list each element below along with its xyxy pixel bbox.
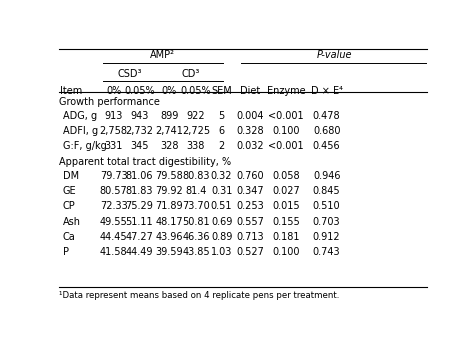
Text: 0.51: 0.51 — [211, 201, 232, 211]
Text: 75.29: 75.29 — [126, 201, 153, 211]
Text: 49.55: 49.55 — [100, 216, 128, 226]
Text: 2,725: 2,725 — [182, 126, 210, 136]
Text: Enzyme: Enzyme — [267, 85, 306, 96]
Text: 0.69: 0.69 — [211, 216, 232, 226]
Text: <0.001: <0.001 — [268, 111, 304, 121]
Text: CSD³: CSD³ — [118, 69, 142, 79]
Text: 0.845: 0.845 — [313, 186, 340, 196]
Text: 6: 6 — [219, 126, 225, 136]
Text: Ca: Ca — [63, 232, 76, 242]
Text: 2,741: 2,741 — [155, 126, 183, 136]
Text: 0.478: 0.478 — [313, 111, 340, 121]
Text: 0.527: 0.527 — [237, 247, 264, 257]
Text: 0.510: 0.510 — [313, 201, 340, 211]
Text: 0.32: 0.32 — [211, 170, 232, 180]
Text: 43.96: 43.96 — [155, 232, 183, 242]
Text: 72.33: 72.33 — [100, 201, 128, 211]
Text: 0.05%: 0.05% — [124, 85, 155, 96]
Text: 0.155: 0.155 — [273, 216, 300, 226]
Text: 81.06: 81.06 — [126, 170, 153, 180]
Text: DM: DM — [63, 170, 79, 180]
Text: 1.03: 1.03 — [211, 247, 232, 257]
Text: 0.058: 0.058 — [273, 170, 300, 180]
Text: 0.181: 0.181 — [273, 232, 300, 242]
Text: 943: 943 — [130, 111, 148, 121]
Text: 0%: 0% — [162, 85, 177, 96]
Text: 0.05%: 0.05% — [181, 85, 211, 96]
Text: P-value: P-value — [316, 50, 352, 60]
Text: 71.89: 71.89 — [155, 201, 183, 211]
Text: Ash: Ash — [63, 216, 81, 226]
Text: 43.85: 43.85 — [182, 247, 210, 257]
Text: 0.456: 0.456 — [313, 141, 340, 151]
Text: 899: 899 — [160, 111, 179, 121]
Text: 0.89: 0.89 — [211, 232, 232, 242]
Text: 51.11: 51.11 — [126, 216, 153, 226]
Text: 0.713: 0.713 — [237, 232, 264, 242]
Text: 0.557: 0.557 — [237, 216, 264, 226]
Text: 50.81: 50.81 — [182, 216, 210, 226]
Text: 44.45: 44.45 — [100, 232, 128, 242]
Text: CD³: CD³ — [182, 69, 200, 79]
Text: <0.001: <0.001 — [268, 141, 304, 151]
Text: ADG, g: ADG, g — [63, 111, 97, 121]
Text: 0.680: 0.680 — [313, 126, 340, 136]
Text: AMP²: AMP² — [150, 50, 175, 60]
Text: 48.17: 48.17 — [155, 216, 183, 226]
Text: 5: 5 — [219, 111, 225, 121]
Text: Apparent total tract digestibility, %: Apparent total tract digestibility, % — [59, 156, 231, 167]
Text: 80.83: 80.83 — [182, 170, 210, 180]
Text: Item: Item — [60, 85, 82, 96]
Text: 0.100: 0.100 — [273, 247, 300, 257]
Text: 79.73: 79.73 — [100, 170, 128, 180]
Text: Diet: Diet — [240, 85, 260, 96]
Text: 44.49: 44.49 — [126, 247, 153, 257]
Text: 73.70: 73.70 — [182, 201, 210, 211]
Text: 79.92: 79.92 — [155, 186, 183, 196]
Text: 922: 922 — [187, 111, 205, 121]
Text: 0.760: 0.760 — [237, 170, 264, 180]
Text: 331: 331 — [104, 141, 123, 151]
Text: 0.743: 0.743 — [313, 247, 340, 257]
Text: ADFI, g: ADFI, g — [63, 126, 98, 136]
Text: 81.4: 81.4 — [185, 186, 207, 196]
Text: 0.703: 0.703 — [313, 216, 340, 226]
Text: 46.36: 46.36 — [182, 232, 210, 242]
Text: 0.347: 0.347 — [237, 186, 264, 196]
Text: 0.032: 0.032 — [237, 141, 264, 151]
Text: 2,732: 2,732 — [125, 126, 153, 136]
Text: 81.83: 81.83 — [126, 186, 153, 196]
Text: 41.58: 41.58 — [100, 247, 128, 257]
Text: 39.59: 39.59 — [155, 247, 183, 257]
Text: Growth performance: Growth performance — [59, 97, 160, 107]
Text: 2,758: 2,758 — [100, 126, 128, 136]
Text: 345: 345 — [130, 141, 148, 151]
Text: 0.027: 0.027 — [273, 186, 300, 196]
Text: 80.57: 80.57 — [100, 186, 128, 196]
Text: 0%: 0% — [106, 85, 121, 96]
Text: 0.100: 0.100 — [273, 126, 300, 136]
Text: ¹Data represent means based on 4 replicate pens per treatment.: ¹Data represent means based on 4 replica… — [59, 291, 340, 300]
Text: 79.58: 79.58 — [155, 170, 183, 180]
Text: 0.253: 0.253 — [237, 201, 264, 211]
Text: 47.27: 47.27 — [126, 232, 153, 242]
Text: 0.004: 0.004 — [237, 111, 264, 121]
Text: 0.328: 0.328 — [237, 126, 264, 136]
Text: 2: 2 — [219, 141, 225, 151]
Text: 328: 328 — [160, 141, 179, 151]
Text: 0.31: 0.31 — [211, 186, 232, 196]
Text: 913: 913 — [104, 111, 123, 121]
Text: SEM: SEM — [211, 85, 232, 96]
Text: 338: 338 — [187, 141, 205, 151]
Text: 0.015: 0.015 — [273, 201, 300, 211]
Text: P: P — [63, 247, 69, 257]
Text: D × E⁴: D × E⁴ — [310, 85, 343, 96]
Text: GE: GE — [63, 186, 76, 196]
Text: 0.912: 0.912 — [313, 232, 340, 242]
Text: CP: CP — [63, 201, 76, 211]
Text: 0.946: 0.946 — [313, 170, 340, 180]
Text: G:F, g/kg: G:F, g/kg — [63, 141, 107, 151]
